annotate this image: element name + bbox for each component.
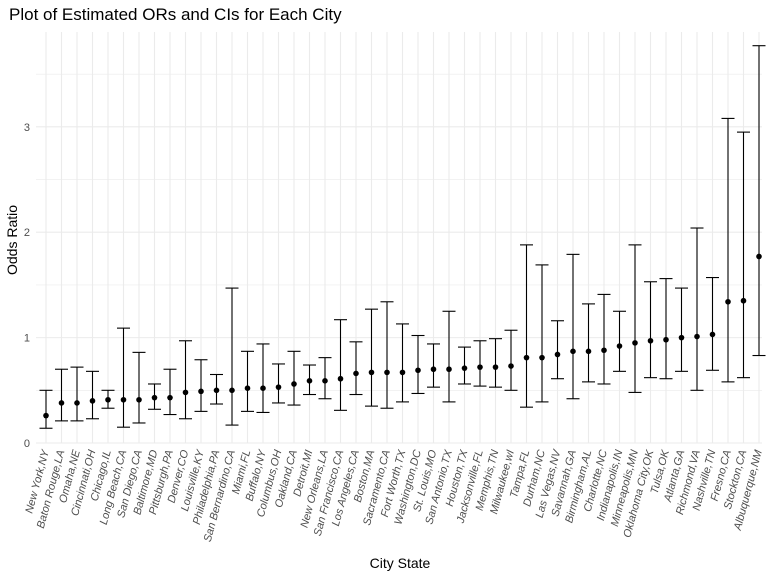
data-point xyxy=(446,366,452,373)
data-point xyxy=(74,400,80,406)
data-point xyxy=(151,394,158,401)
data-point xyxy=(384,369,390,376)
y-tick-label: 0 xyxy=(24,438,30,450)
data-point xyxy=(585,348,592,355)
data-point xyxy=(740,297,747,304)
data-point xyxy=(58,400,65,406)
data-point xyxy=(678,334,685,341)
points xyxy=(43,253,762,419)
data-point xyxy=(508,363,514,369)
data-point xyxy=(523,354,530,361)
data-point xyxy=(663,336,669,343)
data-point xyxy=(105,396,111,403)
data-point xyxy=(539,354,545,361)
data-point xyxy=(43,412,49,419)
data-point xyxy=(647,337,654,344)
data-point xyxy=(275,384,282,390)
data-point xyxy=(756,253,762,260)
data-point xyxy=(322,378,328,384)
data-point xyxy=(353,370,359,377)
y-tick-label: 1 xyxy=(24,333,30,345)
data-point xyxy=(632,340,638,346)
data-point xyxy=(399,369,406,376)
data-point xyxy=(601,347,607,354)
data-point xyxy=(368,369,375,376)
error-bars xyxy=(39,45,766,429)
data-point xyxy=(616,343,623,349)
data-point xyxy=(570,348,576,355)
data-point xyxy=(213,387,220,394)
y-tick-labels: 0 1 2 3 xyxy=(24,122,30,450)
data-point xyxy=(430,366,437,373)
data-point xyxy=(291,381,297,387)
data-point xyxy=(337,375,344,382)
data-point xyxy=(182,389,189,396)
data-point xyxy=(136,396,142,403)
data-point xyxy=(694,333,700,340)
grid-minor xyxy=(36,73,762,391)
data-point xyxy=(709,331,716,338)
data-point xyxy=(306,378,313,384)
data-point xyxy=(229,387,235,394)
data-point xyxy=(415,367,421,374)
data-point xyxy=(477,364,483,370)
data-point xyxy=(198,388,204,395)
data-point xyxy=(725,298,731,305)
data-point xyxy=(554,351,561,358)
y-axis-label: Odds Ratio xyxy=(4,205,20,275)
data-point xyxy=(492,364,499,370)
chart-title: Plot of Estimated ORs and CIs for Each C… xyxy=(9,5,342,24)
data-point xyxy=(461,365,468,371)
data-point xyxy=(167,394,173,401)
y-tick-label: 2 xyxy=(24,227,30,239)
y-tick-label: 3 xyxy=(24,122,30,134)
data-point xyxy=(244,385,251,392)
data-point xyxy=(89,398,96,404)
x-axis-label: City State xyxy=(370,555,431,571)
data-point xyxy=(120,396,127,403)
data-point xyxy=(260,385,266,392)
